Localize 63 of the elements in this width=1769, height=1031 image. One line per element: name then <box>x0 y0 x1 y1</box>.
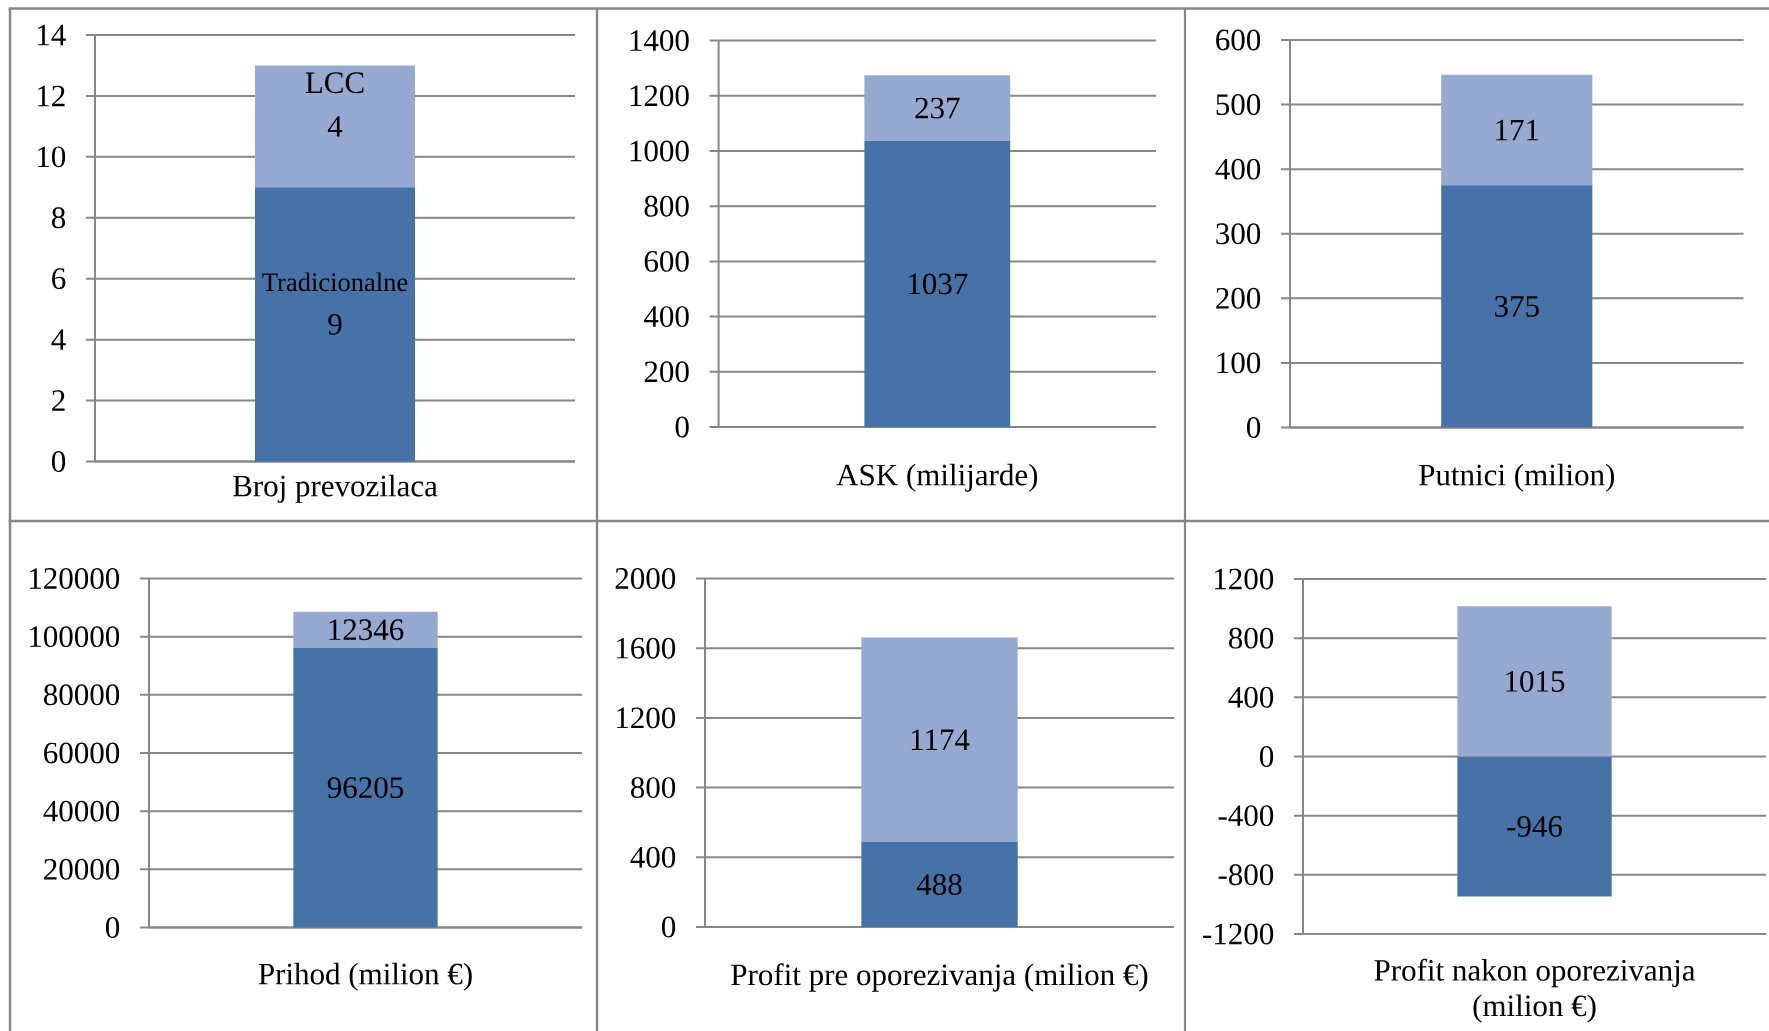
y-tick-label: 1400 <box>630 30 689 52</box>
y-tick-label: 8 <box>51 207 66 229</box>
y-tick-label: 6 <box>52 268 66 290</box>
y-tick-label: -800 <box>1218 864 1274 886</box>
data-label: 1037 <box>909 273 968 295</box>
y-tick-label: 600 <box>644 250 689 272</box>
y-tick-label: 800 <box>630 777 676 799</box>
y-tick-label: 800 <box>1228 627 1274 649</box>
y-tick-label: 4 <box>51 329 66 350</box>
y-tick-label: -1200 <box>1203 923 1274 945</box>
y-tick-label: 40000 <box>43 800 120 822</box>
y-tick-label: 300 <box>1216 223 1261 245</box>
data-label: 171 <box>1496 119 1539 141</box>
y-tick-label: 1000 <box>630 140 689 162</box>
y-tick-label: 200 <box>644 361 689 383</box>
data-label: 1015 <box>1506 670 1565 692</box>
y-tick-label: 2000 <box>615 568 676 589</box>
y-tick-label: 1200 <box>1215 568 1274 590</box>
x-tick-label: Broj prevozilaca <box>233 474 438 503</box>
x-tick-label: Prihod (milion €) <box>258 962 472 991</box>
data-label: 12346 <box>329 619 404 641</box>
y-tick-label: 500 <box>1216 94 1261 116</box>
y-tick-label: 100000 <box>30 626 120 648</box>
y-tick-label: 0 <box>105 917 120 938</box>
y-tick-label: 800 <box>644 195 689 217</box>
y-tick-label: 20000 <box>44 858 120 880</box>
x-tick-label: Profit pre oporezivanja (milion €) <box>731 963 1148 992</box>
y-tick-label: 1600 <box>617 637 676 659</box>
data-label: 4 <box>327 116 343 137</box>
series-label: LCC <box>305 72 364 94</box>
series-label: Tradicionalne <box>262 272 408 292</box>
y-tick-label: 80000 <box>43 684 120 706</box>
x-tick-label: ASK (milijarde) <box>836 463 1038 492</box>
data-label: 375 <box>1495 295 1539 317</box>
data-label: 96205 <box>327 777 404 799</box>
y-tick-label: 0 <box>51 451 66 472</box>
y-tick-label: 0 <box>675 416 689 438</box>
y-tick-label: 120000 <box>30 568 120 589</box>
x-tick-label: Profit nakon oporezivanja (milion €) <box>1374 958 1696 1023</box>
y-tick-label: 400 <box>630 846 676 868</box>
y-tick-label: 400 <box>1215 158 1261 180</box>
y-tick-label: 100 <box>1217 352 1261 374</box>
y-tick-label: 12 <box>38 85 65 107</box>
y-tick-label: 400 <box>644 306 689 328</box>
y-tick-label: 14 <box>38 24 66 46</box>
y-tick-label: -400 <box>1218 805 1274 827</box>
y-tick-label: 600 <box>1216 29 1261 51</box>
data-label: -946 <box>1507 816 1563 837</box>
y-tick-label: 1200 <box>630 85 689 107</box>
y-tick-label: 200 <box>1216 287 1261 309</box>
y-tick-label: 0 <box>1246 417 1261 438</box>
y-tick-label: 0 <box>661 916 676 938</box>
y-tick-label: 0 <box>1259 746 1274 767</box>
y-tick-label: 1200 <box>617 707 676 729</box>
data-label: 1174 <box>911 729 970 750</box>
y-tick-label: 10 <box>38 146 66 168</box>
data-label: 488 <box>916 874 962 895</box>
data-label: 237 <box>915 97 960 119</box>
y-tick-label: 60000 <box>44 742 120 764</box>
y-tick-label: 400 <box>1228 686 1274 708</box>
data-label: 9 <box>328 313 342 335</box>
y-tick-label: 2 <box>52 390 65 411</box>
x-tick-label: Putnici (milion) <box>1419 463 1614 492</box>
